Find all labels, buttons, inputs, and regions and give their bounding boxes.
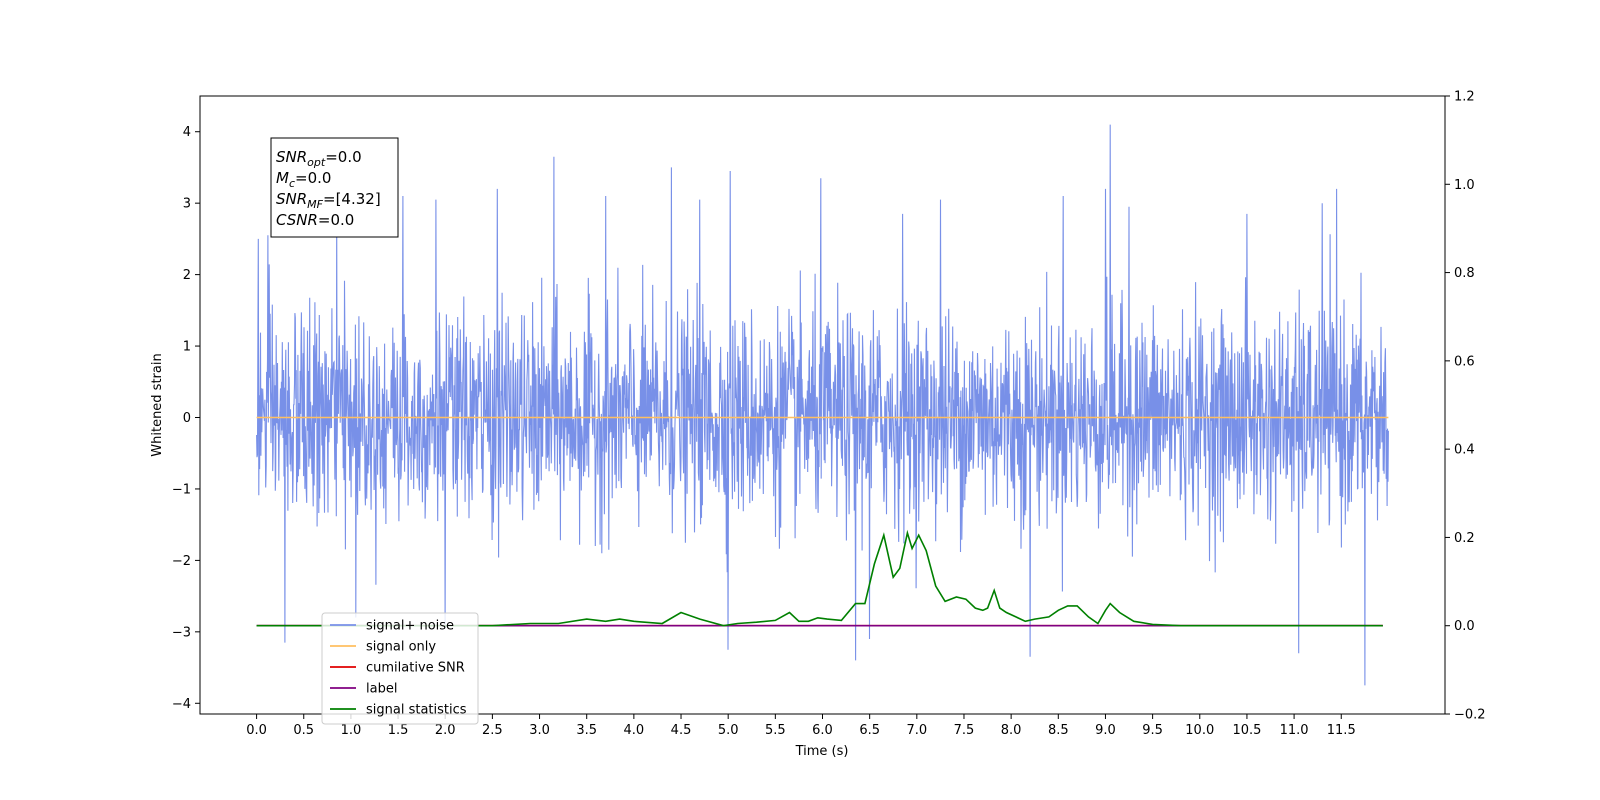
y-tick-label: 2 — [183, 268, 191, 283]
x-tick-label: 2.5 — [482, 723, 503, 738]
annotation-line: SNRopt=0.0 — [276, 148, 362, 169]
x-tick-label: 1.5 — [388, 723, 409, 738]
x-tick-label: 5.5 — [765, 723, 786, 738]
x-tick-label: 11.0 — [1280, 723, 1309, 738]
x-tick-label: 7.0 — [906, 723, 927, 738]
x-tick-label: 3.5 — [576, 723, 597, 738]
x-tick-label: 6.0 — [812, 723, 833, 738]
x-tick-label: 4.0 — [624, 723, 645, 738]
y-tick-label: −4 — [172, 697, 191, 712]
x-tick-label: 8.5 — [1048, 723, 1069, 738]
y-tick-label: 4 — [183, 125, 191, 140]
y2-tick-label: 1.0 — [1454, 178, 1475, 193]
x-tick-label: 8.0 — [1001, 723, 1022, 738]
legend-entry: signal+ noise — [366, 619, 454, 634]
annotation-line: SNRMF=[4.32] — [276, 190, 381, 211]
y-axis-left: 4 3 2 1 0 −1 −2 −3 −4 — [172, 125, 200, 712]
y2-tick-label: −0.2 — [1454, 708, 1486, 723]
x-tick-label: 6.5 — [859, 723, 880, 738]
series-signal-noise — [256, 124, 1389, 686]
x-tick-label: 9.0 — [1095, 723, 1116, 738]
y2-tick-label: 0.6 — [1454, 354, 1475, 369]
y-tick-label: −3 — [172, 625, 191, 640]
x-tick-label: 11.5 — [1327, 723, 1356, 738]
y-tick-label: −2 — [172, 554, 191, 569]
x-axis-label: Time (s) — [795, 744, 849, 759]
y-tick-label: 1 — [183, 340, 191, 355]
x-tick-label: 2.0 — [435, 723, 456, 738]
y2-tick-label: 0.8 — [1454, 266, 1475, 281]
legend-entry: label — [366, 682, 397, 697]
legend-entry: cumilative SNR — [366, 661, 465, 676]
x-tick-label: 10.0 — [1185, 723, 1214, 738]
y-tick-label: 3 — [183, 197, 191, 212]
y-axis-label: Whitened strain — [150, 353, 165, 456]
x-tick-label: 1.0 — [341, 723, 362, 738]
series-signal-statistics — [256, 529, 1383, 627]
x-tick-label: 0.5 — [293, 723, 314, 738]
x-tick-label: 9.5 — [1142, 723, 1163, 738]
y2-tick-label: 0.4 — [1454, 443, 1475, 458]
y-tick-label: −1 — [172, 482, 191, 497]
x-tick-label: 3.0 — [529, 723, 550, 738]
y-tick-label: 0 — [183, 411, 191, 426]
x-tick-label: 4.5 — [671, 723, 692, 738]
x-tick-label: 7.5 — [954, 723, 975, 738]
plot-area — [256, 124, 1389, 686]
y-axis-right: 1.2 1.0 0.8 0.6 0.4 0.2 0.0 −0.2 — [1445, 90, 1486, 723]
annotation-line: Mc=0.0 — [276, 169, 331, 190]
y2-tick-label: 0.0 — [1454, 619, 1475, 634]
annotation-line: CSNR=0.0 — [276, 211, 354, 229]
x-tick-label: 5.0 — [718, 723, 739, 738]
y2-tick-label: 0.2 — [1454, 531, 1475, 546]
x-tick-label: 0.0 — [246, 723, 267, 738]
x-tick-label: 10.5 — [1232, 723, 1261, 738]
legend-entry: signal only — [366, 640, 436, 655]
legend-entry: signal statistics — [366, 703, 467, 718]
legend: signal+ noise signal only cumilative SNR la… — [321, 612, 479, 725]
y2-tick-label: 1.2 — [1454, 90, 1475, 105]
x-axis: 0.0 0.5 1.0 1.5 2.0 2.5 3.0 3.5 4.0 4.5 5.0 5.5 6.0 6… — [246, 714, 1356, 738]
